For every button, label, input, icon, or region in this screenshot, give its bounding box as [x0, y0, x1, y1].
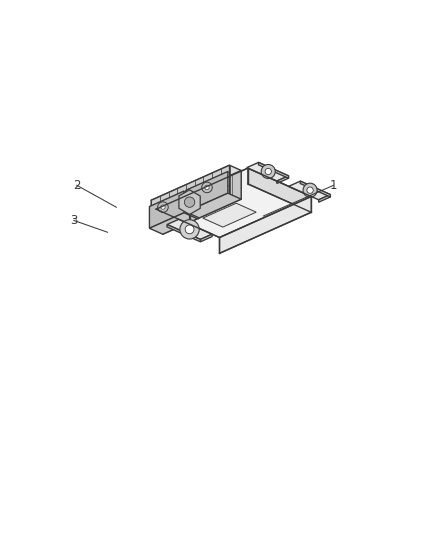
Polygon shape [151, 165, 240, 206]
Text: 2: 2 [73, 179, 81, 192]
Circle shape [180, 220, 199, 239]
Circle shape [185, 225, 194, 234]
Circle shape [201, 182, 212, 193]
Circle shape [265, 168, 271, 175]
Text: 1: 1 [329, 179, 337, 192]
Polygon shape [258, 163, 288, 178]
Circle shape [184, 197, 194, 207]
Polygon shape [162, 171, 240, 234]
Polygon shape [246, 163, 288, 181]
Circle shape [182, 222, 196, 236]
Circle shape [204, 185, 209, 190]
Polygon shape [318, 195, 329, 202]
Polygon shape [185, 193, 240, 218]
Text: 3: 3 [70, 214, 77, 227]
Polygon shape [151, 165, 229, 229]
Polygon shape [219, 197, 311, 253]
Polygon shape [300, 181, 329, 197]
Polygon shape [179, 190, 200, 214]
Circle shape [306, 187, 313, 193]
Polygon shape [156, 168, 311, 238]
Polygon shape [176, 191, 229, 215]
Polygon shape [202, 203, 256, 227]
Circle shape [261, 165, 275, 179]
Polygon shape [200, 234, 212, 242]
Polygon shape [185, 172, 227, 212]
Polygon shape [167, 224, 200, 242]
Circle shape [186, 226, 192, 232]
Polygon shape [247, 168, 311, 212]
Circle shape [157, 202, 168, 212]
Polygon shape [288, 181, 329, 200]
Circle shape [160, 205, 165, 209]
Circle shape [302, 183, 316, 197]
Polygon shape [149, 191, 184, 228]
Polygon shape [276, 176, 288, 183]
Polygon shape [167, 219, 212, 239]
Polygon shape [149, 213, 197, 234]
